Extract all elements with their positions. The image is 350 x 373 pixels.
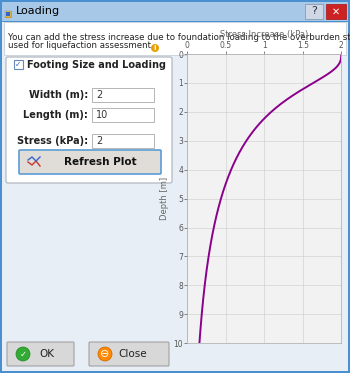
Text: used for liquefaction assessment: used for liquefaction assessment [8,41,151,50]
Bar [326,4,346,19]
Text: Refresh Plot: Refresh Plot [64,157,136,167]
Bar [5,11,11,17]
Text: Length (m):: Length (m): [23,110,88,120]
Bar [92,108,154,122]
Bar [5,11,12,18]
Text: Footing Size and Loading: Footing Size and Loading [27,60,166,69]
Circle shape [151,44,159,52]
Text: Close: Close [119,349,147,359]
Text: i: i [154,45,156,51]
Circle shape [16,347,30,361]
Bar [5,11,12,18]
Text: 2: 2 [96,136,102,146]
Bar [92,88,154,102]
Text: ?: ? [311,6,317,16]
Text: You can add the stress increase due to foundation loading to the overburden stre: You can add the stress increase due to f… [8,33,350,42]
Text: 10: 10 [96,110,108,120]
Text: ✓: ✓ [20,350,27,358]
Text: Stress (kPa):: Stress (kPa): [17,136,88,146]
Text: ✓: ✓ [15,60,22,69]
Text: ⊖: ⊖ [100,349,110,359]
FancyBboxPatch shape [7,342,74,366]
FancyBboxPatch shape [19,150,161,174]
Bar [6,12,10,16]
FancyBboxPatch shape [89,342,169,366]
Circle shape [98,347,112,361]
Text: 2: 2 [96,90,102,100]
Y-axis label: Depth [m]: Depth [m] [160,177,169,220]
FancyBboxPatch shape [6,57,172,183]
Bar [14,60,23,69]
Bar [305,4,323,19]
Text: ✕: ✕ [332,6,340,16]
X-axis label: Stress Increase (kPa): Stress Increase (kPa) [220,30,308,39]
Text: OK: OK [40,349,55,359]
Bar [92,134,154,148]
Text: Loading: Loading [16,6,60,16]
Bar [4,22,346,55]
Text: Width (m):: Width (m): [29,90,88,100]
Bar [2,2,348,21]
